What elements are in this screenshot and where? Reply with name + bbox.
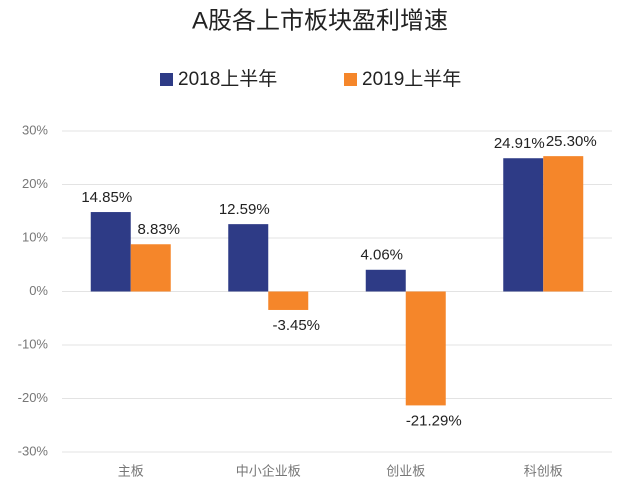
x-tick-label: 科创板 xyxy=(524,463,563,478)
legend-swatch xyxy=(344,73,357,86)
y-tick-label: 30% xyxy=(22,122,48,137)
y-tick-label: 10% xyxy=(22,229,48,244)
y-tick-label: -30% xyxy=(18,443,49,458)
legend-swatch xyxy=(160,73,173,86)
bar xyxy=(365,269,406,292)
y-tick-label: -20% xyxy=(18,390,49,405)
data-label: 12.59% xyxy=(219,201,270,218)
data-label: 24.91% xyxy=(494,135,545,152)
bar xyxy=(405,291,446,406)
x-tick-label: 创业板 xyxy=(386,463,425,478)
bar xyxy=(268,291,309,310)
bar xyxy=(130,244,171,292)
data-label: 4.06% xyxy=(360,247,403,264)
bar xyxy=(503,158,544,292)
legend-label: 2018上半年 xyxy=(178,68,277,90)
y-tick-label: 0% xyxy=(29,283,48,298)
data-label: 25.30% xyxy=(546,133,597,150)
legend-label: 2019上半年 xyxy=(362,68,461,90)
data-label: -21.29% xyxy=(406,412,462,429)
data-label: 8.83% xyxy=(137,221,180,238)
y-tick-label: 20% xyxy=(22,176,48,191)
bar xyxy=(90,212,131,292)
x-tick-label: 中小企业板 xyxy=(236,463,301,478)
bar xyxy=(543,156,584,292)
y-tick-label: -10% xyxy=(18,336,49,351)
chart-title: A股各上市板块盈利增速 xyxy=(192,7,448,34)
x-tick-label: 主板 xyxy=(118,463,144,478)
data-label: 14.85% xyxy=(81,189,132,206)
data-label: -3.45% xyxy=(272,317,320,334)
bar xyxy=(228,224,269,292)
